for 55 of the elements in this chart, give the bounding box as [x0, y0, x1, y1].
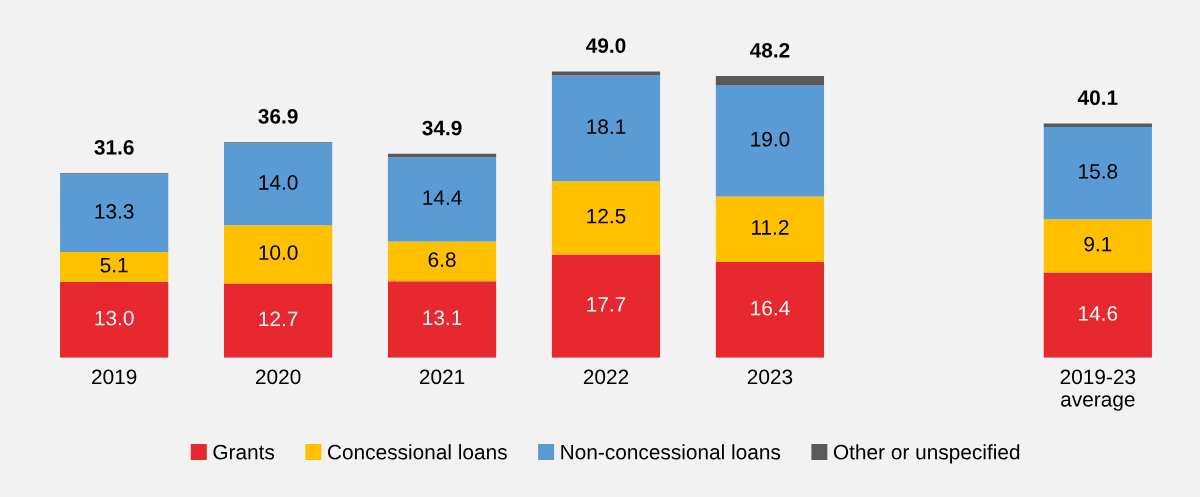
bar: [60, 252, 169, 282]
bar: [1043, 126, 1152, 220]
x-tick-label: 2021: [419, 369, 465, 385]
bar: [1043, 272, 1152, 358]
bar: [715, 85, 825, 197]
data-label: 19.0: [751, 131, 790, 147]
data-label: 9.1: [1084, 236, 1112, 252]
data-label: 13.0: [95, 310, 134, 326]
data-label: 15.8: [1079, 163, 1118, 179]
data-label: 10.0: [259, 245, 298, 260]
total-label: 48.2: [749, 42, 790, 58]
data-label: 13.3: [95, 204, 134, 219]
bar: [224, 143, 333, 226]
bar: [60, 174, 169, 253]
bar: [551, 75, 661, 182]
total-label: 36.9: [258, 108, 298, 124]
bar: [551, 181, 661, 255]
x-tick-label: 2019-23 average: [1060, 369, 1136, 411]
total-label: 34.9: [422, 120, 462, 136]
bar: [1043, 219, 1152, 273]
data-label: 12.5: [587, 208, 626, 224]
x-tick-label: 2020: [255, 369, 301, 385]
legend-label: Grants: [213, 444, 275, 460]
x-tick-label: 2019: [92, 369, 137, 385]
x-tick-label: 2022: [583, 369, 629, 385]
bar: [387, 281, 497, 358]
bar: [551, 254, 661, 358]
bar: [1043, 123, 1152, 127]
data-label: 13.1: [423, 310, 462, 326]
bar: [715, 196, 825, 262]
total-label: 31.6: [94, 139, 134, 155]
data-label: 16.4: [751, 300, 790, 316]
data-label: 11.2: [752, 220, 789, 235]
bar: [715, 76, 825, 86]
bar: [224, 283, 333, 358]
total-label: 40.1: [1077, 90, 1118, 106]
legend-label: Non-concessional loans: [561, 444, 781, 460]
data-label: 18.1: [587, 119, 626, 135]
bar: [387, 241, 497, 282]
total-label: 49.0: [586, 38, 626, 53]
data-label: 14.6: [1079, 306, 1118, 321]
data-label: 6.8: [428, 252, 456, 267]
bar: [224, 225, 333, 284]
bar: [551, 71, 661, 76]
x-tick-label: 2023: [747, 369, 793, 385]
data-label: 14.0: [259, 175, 298, 190]
data-label: 14.4: [423, 190, 462, 205]
data-label: 12.7: [259, 311, 298, 327]
legend-label: Concessional loans: [327, 444, 507, 460]
data-label: 5.1: [100, 258, 128, 273]
bar: [60, 281, 169, 358]
bar: [715, 261, 825, 358]
data-label: 17.7: [587, 297, 626, 312]
bar: [387, 157, 497, 242]
legend-label: Other or unspecified: [833, 444, 1020, 464]
